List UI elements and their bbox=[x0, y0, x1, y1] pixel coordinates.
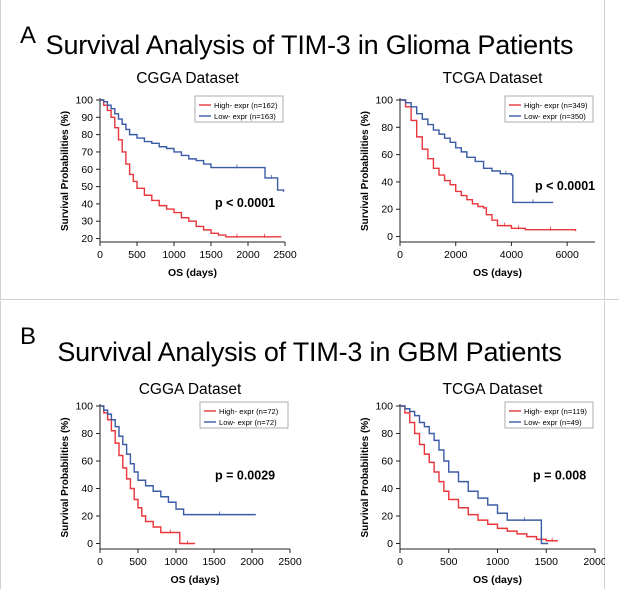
panel-frame-left bbox=[0, 0, 1, 299]
panel-title: Survival Analysis of TIM-3 in Glioma Pat… bbox=[45, 30, 574, 60]
km-curve-low-expr bbox=[100, 405, 256, 516]
y-tick-label: 30 bbox=[81, 216, 93, 228]
p-value-label: p = 0.008 bbox=[533, 469, 586, 483]
x-tick-label: 1500 bbox=[202, 556, 226, 568]
x-tick-label: 2000 bbox=[444, 249, 468, 261]
y-tick-label: 40 bbox=[381, 176, 393, 188]
panel-b: B Survival Analysis of TIM-3 in GBM Pati… bbox=[0, 301, 619, 589]
panel-frame-right bbox=[604, 301, 605, 589]
chart-title: CGGA Dataset bbox=[136, 70, 239, 87]
y-tick-label: 40 bbox=[81, 483, 93, 495]
y-axis-label: Survival Probabilities (%) bbox=[360, 417, 371, 537]
chart-title: TCGA Dataset bbox=[443, 70, 544, 87]
km-curve-low-expr bbox=[100, 99, 285, 192]
x-tick-label: 1500 bbox=[535, 556, 559, 568]
y-tick-label: 40 bbox=[81, 198, 93, 210]
x-tick-label: 1000 bbox=[164, 556, 188, 568]
x-tick-label: 0 bbox=[397, 556, 403, 568]
legend-label: High- expr (n=162) bbox=[214, 101, 278, 110]
legend-label: Low- expr (n=72) bbox=[219, 418, 277, 427]
km-curve-high-expr bbox=[400, 405, 558, 542]
y-axis-label: Survival Probabilities (%) bbox=[60, 417, 71, 537]
y-tick-label: 20 bbox=[381, 204, 393, 216]
y-tick-label: 60 bbox=[381, 456, 393, 468]
legend-box bbox=[194, 95, 284, 123]
y-tick-label: 20 bbox=[81, 233, 93, 245]
y-tick-label: 60 bbox=[381, 149, 393, 161]
y-tick-label: 80 bbox=[81, 129, 93, 141]
x-tick-label: 2500 bbox=[278, 556, 302, 568]
chart-title: CGGA Dataset bbox=[139, 381, 242, 398]
panel-title: Survival Analysis of TIM-3 in GBM Patien… bbox=[57, 337, 562, 367]
x-tick-label: 2500 bbox=[273, 249, 297, 261]
panel-letter: A bbox=[20, 22, 37, 49]
y-tick-label: 20 bbox=[81, 511, 93, 523]
y-tick-label: 60 bbox=[81, 164, 93, 176]
km-curve-low-expr bbox=[400, 99, 554, 204]
y-tick-label: 60 bbox=[81, 456, 93, 468]
x-tick-label: 500 bbox=[440, 556, 458, 568]
p-value-label: p = 0.0029 bbox=[215, 469, 275, 483]
km-curve-high-expr bbox=[400, 99, 577, 232]
x-tick-label: 6000 bbox=[555, 249, 579, 261]
legend-box bbox=[199, 401, 289, 429]
p-value-label: p < 0.0001 bbox=[215, 196, 275, 210]
legend-box bbox=[504, 401, 594, 429]
x-tick-label: 2000 bbox=[583, 556, 605, 568]
x-axis-label: OS (days) bbox=[168, 267, 217, 279]
legend-box bbox=[504, 95, 594, 123]
y-tick-label: 100 bbox=[375, 95, 393, 107]
x-tick-label: 0 bbox=[397, 249, 403, 261]
km-curve-low-expr bbox=[400, 405, 549, 545]
chart-title: TCGA Dataset bbox=[443, 381, 544, 398]
y-tick-label: 80 bbox=[381, 122, 393, 134]
panel-a: A Survival Analysis of TIM-3 in Glioma P… bbox=[0, 0, 619, 300]
x-tick-label: 0 bbox=[97, 556, 103, 568]
x-tick-label: 0 bbox=[97, 249, 103, 261]
y-tick-label: 50 bbox=[81, 181, 93, 193]
y-axis-label: Survival Probabilities (%) bbox=[360, 111, 371, 231]
y-tick-label: 0 bbox=[387, 231, 393, 243]
km-chart-tcga-glioma: TCGA Dataset 0 20 40 60 80 100 0 2000 4000 6000 OS … bbox=[360, 70, 595, 279]
y-tick-label: 0 bbox=[387, 538, 393, 550]
p-value-label: p < 0.0001 bbox=[535, 179, 595, 193]
legend-label: High- expr (n=349) bbox=[524, 101, 588, 110]
x-tick-label: 4000 bbox=[500, 249, 524, 261]
y-tick-label: 80 bbox=[381, 428, 393, 440]
legend-label: High- expr (n=119) bbox=[524, 407, 587, 416]
x-tick-label: 1500 bbox=[199, 249, 223, 261]
km-curve-high-expr bbox=[100, 99, 282, 238]
x-tick-label: 1000 bbox=[162, 249, 186, 261]
y-tick-label: 100 bbox=[75, 401, 93, 413]
y-tick-label: 70 bbox=[81, 146, 93, 158]
y-tick-label: 40 bbox=[381, 483, 393, 495]
y-tick-label: 90 bbox=[81, 112, 93, 124]
panel-letter: B bbox=[20, 323, 37, 350]
legend-label: Low- expr (n=350) bbox=[524, 112, 586, 121]
legend-label: Low- expr (n=49) bbox=[524, 418, 582, 427]
legend-label: High- expr (n=72) bbox=[219, 407, 279, 416]
x-axis-label: OS (days) bbox=[473, 267, 522, 279]
y-tick-label: 20 bbox=[381, 511, 393, 523]
y-axis-label: Survival Probabilities (%) bbox=[60, 111, 71, 231]
x-axis-label: OS (days) bbox=[170, 574, 219, 586]
panel-frame-right bbox=[604, 0, 605, 299]
x-axis-label: OS (days) bbox=[473, 574, 522, 586]
y-tick-label: 100 bbox=[375, 401, 393, 413]
y-tick-label: 80 bbox=[81, 428, 93, 440]
x-tick-label: 500 bbox=[128, 249, 146, 261]
y-tick-label: 100 bbox=[75, 95, 93, 107]
panel-frame-left bbox=[0, 301, 1, 589]
km-curve-high-expr bbox=[100, 405, 195, 545]
legend-label: Low- expr (n=163) bbox=[214, 112, 276, 121]
x-tick-label: 1000 bbox=[486, 556, 510, 568]
y-tick-label: 0 bbox=[87, 538, 93, 550]
x-tick-label: 2000 bbox=[236, 249, 260, 261]
x-tick-label: 500 bbox=[129, 556, 147, 568]
x-tick-label: 2000 bbox=[240, 556, 264, 568]
